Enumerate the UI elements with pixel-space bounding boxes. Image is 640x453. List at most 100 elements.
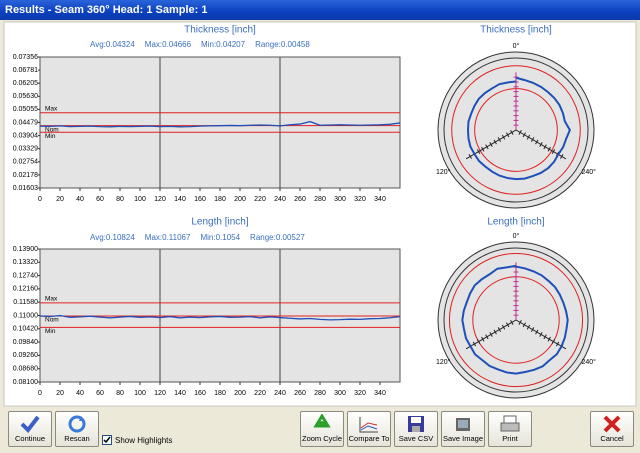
- reference-label: Max: [45, 296, 58, 303]
- stat: Min:0.1054: [200, 233, 240, 242]
- icon: [313, 414, 331, 428]
- spoke-tick: [543, 334, 547, 340]
- theta-label: 0°: [513, 232, 520, 240]
- theta-label: 240°: [582, 168, 597, 176]
- button-label: Save Image: [442, 434, 484, 443]
- spoke-tick: [497, 137, 502, 143]
- y-tick-label: 0.13320: [13, 259, 38, 266]
- button-label: Cancel: [600, 434, 624, 443]
- y-tick-label: 0.12740: [13, 272, 38, 279]
- show-highlights-checkbox[interactable]: Show Highlights: [102, 435, 172, 445]
- y-tick-label: 0.08100: [13, 379, 38, 386]
- x-tick-label: 40: [76, 196, 84, 203]
- x-tick-label: 200: [234, 196, 246, 203]
- stat: Min:0.04207: [201, 40, 246, 49]
- reference-ring: [451, 65, 581, 195]
- reference-label: Min: [45, 328, 56, 335]
- x-tick-label: 200: [234, 390, 246, 397]
- x-tick-label: 60: [96, 390, 104, 397]
- x-tick-label: 180: [214, 390, 226, 397]
- compare-to-button[interactable]: Compare To: [347, 411, 391, 447]
- x-tick-label: 340: [374, 390, 386, 397]
- button-label: Rescan: [64, 434, 90, 443]
- zoom-cycle-button[interactable]: Zoom Cycle: [300, 411, 344, 447]
- save-image-button[interactable]: Save Image: [441, 411, 485, 447]
- x-tick-label: 80: [116, 390, 124, 397]
- y-tick-label: 0.01603: [13, 185, 38, 192]
- spoke-tick: [489, 141, 493, 147]
- polar-frame: [443, 57, 589, 203]
- spoke-tick: [510, 129, 514, 135]
- y-tick-label: 0.12160: [13, 286, 38, 293]
- spoke-tick: [497, 327, 502, 333]
- spoke-tick: [530, 137, 535, 143]
- spoke-tick: [535, 329, 539, 335]
- icon: [603, 415, 621, 433]
- x-tick-label: 220: [254, 390, 266, 397]
- x-tick-label: 0: [38, 390, 42, 397]
- x-tick-label: 280: [314, 390, 326, 397]
- y-tick-label: 0.02178: [13, 172, 38, 179]
- spoke-tick: [493, 329, 497, 335]
- spoke-tick: [468, 153, 472, 159]
- stat: Max:0.04666: [145, 40, 192, 49]
- rescan-button[interactable]: Rescan: [55, 411, 99, 447]
- y-tick-label: 0.13900: [13, 246, 38, 253]
- x-tick-label: 320: [354, 196, 366, 203]
- icon: [359, 417, 378, 433]
- x-tick-label: 40: [76, 390, 84, 397]
- spoke-tick: [518, 319, 522, 325]
- x-tick-label: 220: [254, 196, 266, 203]
- x-tick-label: 100: [134, 196, 146, 203]
- cancel-button[interactable]: Cancel: [590, 411, 634, 447]
- stat: Avg:0.04324: [90, 40, 135, 49]
- x-tick-label: 0: [38, 196, 42, 203]
- spoke-tick: [501, 324, 506, 330]
- spoke-tick: [510, 319, 514, 325]
- theta-label: 120°: [436, 168, 451, 176]
- chart-title: Thickness [inch]: [184, 25, 256, 36]
- y-tick-label: 0.05055: [13, 106, 38, 113]
- save-csv-button[interactable]: Save CSV: [394, 411, 438, 447]
- icon: [500, 415, 520, 432]
- spoke-tick: [522, 132, 526, 138]
- theta-label: 120°: [436, 358, 451, 366]
- button-label: Zoom Cycle: [301, 434, 342, 443]
- spoke-tick: [535, 139, 539, 145]
- y-tick-label: 0.03329: [13, 146, 38, 153]
- plot-area: [39, 56, 401, 189]
- x-tick-label: 240: [274, 390, 286, 397]
- spoke-tick: [547, 336, 551, 342]
- continue-button[interactable]: Continue: [8, 411, 52, 447]
- icon: [456, 418, 470, 431]
- spoke-tick: [506, 132, 510, 138]
- chart-title: Length [inch]: [191, 217, 248, 228]
- data-line: [39, 120, 401, 128]
- spoke-tick: [481, 146, 485, 152]
- x-tick-label: 260: [294, 196, 306, 203]
- y-tick-label: 0.11580: [13, 299, 38, 306]
- spoke-tick: [485, 144, 489, 150]
- checkbox-box: [102, 435, 112, 445]
- spoke-tick: [485, 334, 489, 340]
- spoke-tick: [481, 336, 485, 342]
- icon: [68, 415, 86, 433]
- stats: Avg:0.04324 Max:0.04666 Min:0.04207 Range:0…: [90, 40, 310, 49]
- y-tick-label: 0.11000: [13, 312, 38, 319]
- print-button[interactable]: Print: [488, 411, 532, 447]
- x-tick-label: 140: [174, 196, 186, 203]
- x-tick-label: 160: [194, 196, 206, 203]
- spoke-tick: [551, 149, 556, 155]
- chart-title: Thickness [inch]: [480, 25, 552, 36]
- spoke-tick: [489, 331, 493, 337]
- y-tick-label: 0.05630: [13, 93, 38, 100]
- x-tick-label: 20: [56, 390, 64, 397]
- x-tick-label: 300: [334, 390, 346, 397]
- window-title: Results - Seam 360° Head: 1 Sample: 1: [0, 0, 640, 20]
- icon: [20, 415, 40, 434]
- x-tick-label: 340: [374, 196, 386, 203]
- x-tick-label: 300: [334, 196, 346, 203]
- x-tick-label: 140: [174, 390, 186, 397]
- y-tick-label: 0.04479: [13, 119, 38, 126]
